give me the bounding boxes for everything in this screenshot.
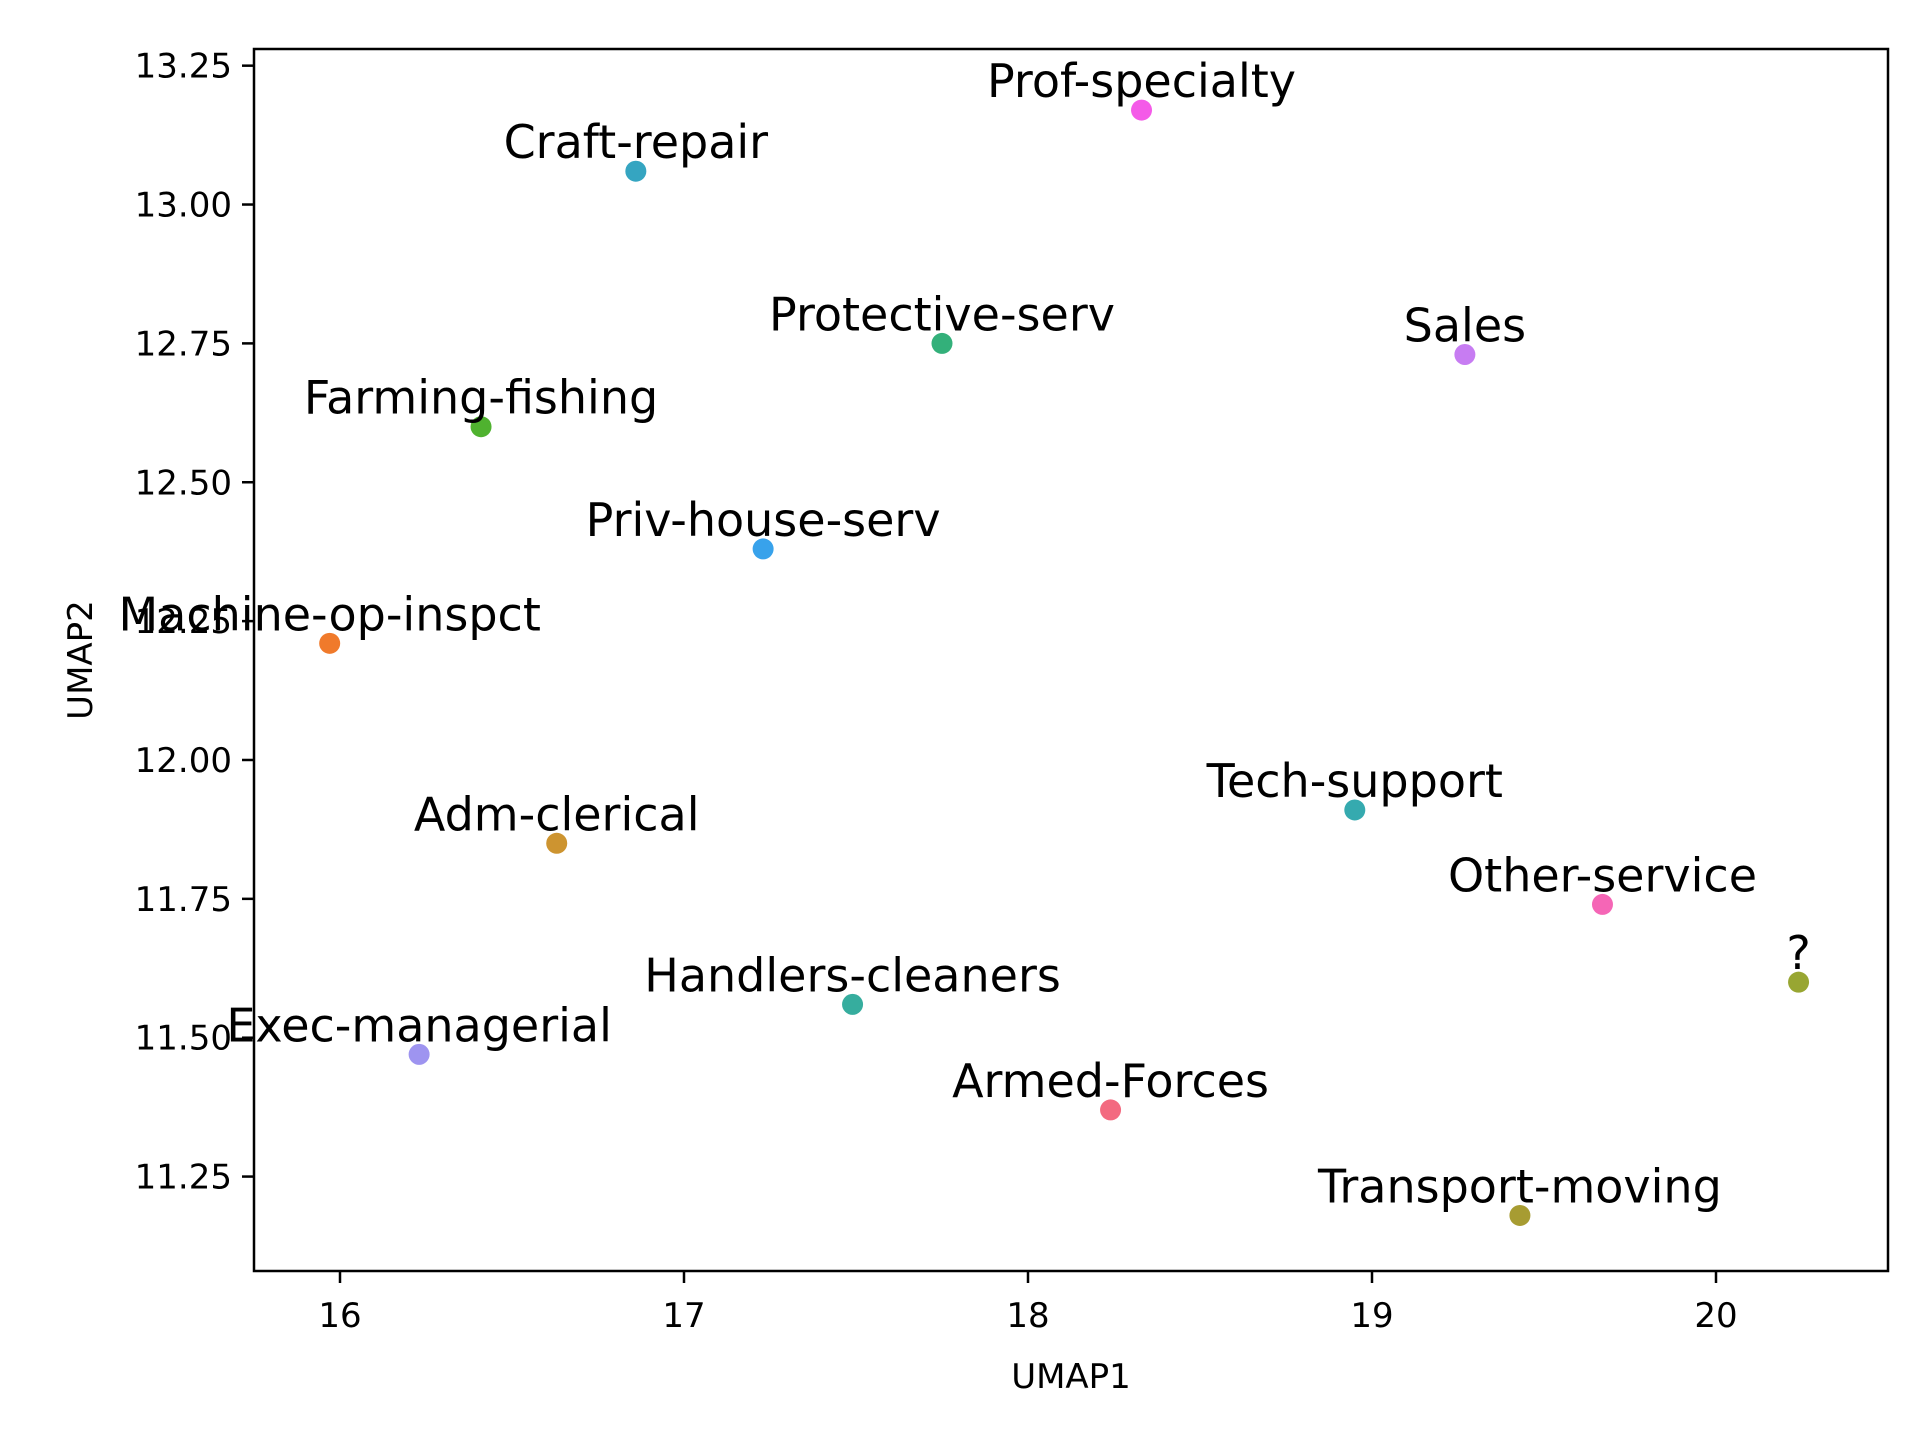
scatter-point <box>1100 1099 1122 1121</box>
point-label: Armed-Forces <box>952 1054 1269 1108</box>
scatter-point <box>546 832 568 854</box>
point-label: Other-service <box>1448 848 1757 902</box>
x-tick-label: 16 <box>318 1296 361 1336</box>
x-tick-label: 18 <box>1006 1296 1049 1336</box>
y-tick-label: 13.25 <box>135 47 232 87</box>
point-label: Handlers-cleaners <box>644 948 1061 1002</box>
x-axis: 16 17 18 19 20 <box>318 1271 1738 1336</box>
x-tick-label: 19 <box>1350 1296 1393 1336</box>
point-label: Prof-specialty <box>987 54 1296 108</box>
point-label: Sales <box>1404 299 1526 353</box>
y-tick-label: 13.00 <box>135 186 232 226</box>
x-axis-title: UMAP1 <box>1011 1357 1131 1397</box>
point-labels: Prof-specialty Craft-repair Protective-ser… <box>118 54 1810 1213</box>
y-tick-label: 11.50 <box>135 1019 232 1059</box>
scatter-point <box>1454 344 1476 365</box>
plot-frame <box>252 47 1890 1273</box>
point-label: Farming-fishing <box>304 371 658 425</box>
point-label: Transport-moving <box>1317 1159 1722 1213</box>
point-label: ? <box>1786 926 1810 980</box>
scatter-point <box>1509 1204 1531 1226</box>
x-tick-label: 20 <box>1694 1296 1737 1336</box>
y-tick-label: 12.00 <box>135 741 232 781</box>
plot-area <box>319 99 1810 1226</box>
scatter-point <box>1591 893 1613 915</box>
point-label: Machine-op-inspct <box>118 587 540 641</box>
y-axis-title: UMAP2 <box>61 600 101 720</box>
scatter-point <box>1131 99 1153 121</box>
point-label: Craft-repair <box>504 115 769 169</box>
y-tick-label: 11.75 <box>135 880 232 920</box>
point-label: Priv-house-serv <box>586 493 941 547</box>
y-tick-label: 12.75 <box>135 324 232 364</box>
scatter-point <box>1788 971 1810 993</box>
scatter-point <box>1344 799 1366 821</box>
x-tick-label: 17 <box>662 1296 705 1336</box>
scatter-point <box>752 538 774 560</box>
scatter-point <box>625 160 647 182</box>
y-tick-label: 12.25 <box>135 602 232 642</box>
y-tick-label: 12.50 <box>135 463 232 503</box>
point-label: Protective-serv <box>769 287 1115 341</box>
scatter-point <box>408 1043 430 1065</box>
scatter-point <box>319 632 341 654</box>
point-label: Adm-clerical <box>414 787 700 841</box>
scatter-point <box>931 332 953 354</box>
point-label: Exec-managerial <box>226 998 612 1052</box>
y-axis: 11.25 11.50 11.75 12.00 12.25 12.50 12.75 13.00… <box>135 47 254 1198</box>
y-tick-label: 11.25 <box>135 1158 232 1198</box>
scatter-point <box>842 993 864 1015</box>
point-label: Tech-support <box>1206 754 1503 808</box>
scatter-point <box>470 416 492 438</box>
